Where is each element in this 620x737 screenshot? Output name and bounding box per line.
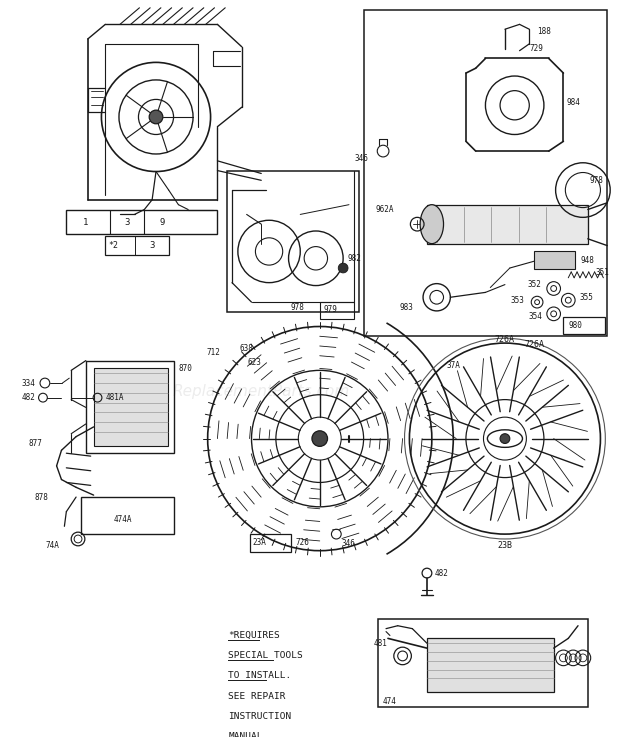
Text: 353: 353 (510, 296, 525, 304)
Text: ReplacementParts.com: ReplacementParts.com (173, 384, 350, 399)
Text: 23B: 23B (497, 541, 512, 551)
Text: 962A: 962A (375, 205, 394, 214)
Text: 982: 982 (347, 254, 361, 263)
Bar (320, 302, 354, 318)
Text: 354: 354 (528, 312, 542, 321)
Text: 482: 482 (435, 568, 449, 578)
Text: SPECIAL TOOLS: SPECIAL TOOLS (228, 652, 303, 660)
Bar (250, 534, 291, 552)
Bar (427, 205, 588, 244)
Text: 726A: 726A (495, 335, 515, 343)
Text: INSTRUCTION: INSTRUCTION (228, 712, 291, 721)
Text: 978: 978 (291, 302, 304, 312)
Circle shape (339, 263, 348, 273)
Text: 352: 352 (527, 280, 541, 289)
Text: MANUAL.: MANUAL. (228, 732, 268, 737)
Bar (81, 497, 174, 534)
Text: 870: 870 (179, 364, 192, 373)
Text: 979: 979 (324, 305, 337, 315)
Text: 74A: 74A (46, 541, 60, 551)
Text: 23A: 23A (252, 538, 267, 548)
Text: 346: 346 (341, 539, 355, 548)
Text: 482: 482 (21, 393, 35, 402)
Text: 878: 878 (35, 492, 49, 502)
Text: 481: 481 (374, 639, 388, 648)
Text: 188: 188 (537, 27, 551, 35)
Text: 984: 984 (566, 98, 580, 107)
Text: 712: 712 (206, 349, 220, 357)
Bar (378, 619, 588, 707)
Bar (363, 10, 607, 336)
Text: *REQUIRES: *REQUIRES (228, 631, 280, 640)
Text: 726A: 726A (524, 340, 544, 349)
Text: *2: *2 (108, 241, 118, 250)
Bar (564, 317, 605, 335)
Text: 334: 334 (21, 379, 35, 388)
Text: SEE REPAIR: SEE REPAIR (228, 691, 286, 701)
Text: TO INSTALL.: TO INSTALL. (228, 671, 291, 680)
Text: 3: 3 (124, 217, 130, 227)
Bar (105, 236, 169, 255)
Text: 983: 983 (399, 302, 414, 312)
Bar (94, 368, 167, 447)
Bar (227, 170, 359, 312)
Ellipse shape (420, 205, 443, 244)
Bar (66, 209, 218, 234)
Circle shape (500, 433, 510, 444)
Bar (534, 251, 575, 269)
Text: 474: 474 (383, 697, 397, 706)
Text: 37A: 37A (446, 361, 460, 370)
Circle shape (149, 110, 163, 124)
Text: 355: 355 (579, 293, 593, 301)
Text: 623: 623 (247, 358, 262, 367)
Text: 726: 726 (295, 538, 309, 548)
Text: 351: 351 (596, 268, 609, 277)
Text: 948: 948 (581, 256, 595, 265)
Text: 1: 1 (83, 217, 89, 227)
Circle shape (312, 431, 327, 447)
Text: 877: 877 (28, 439, 42, 448)
Text: 729: 729 (529, 44, 543, 53)
Text: 474A: 474A (113, 515, 132, 524)
Text: 481A: 481A (105, 393, 124, 402)
Text: 346: 346 (355, 154, 368, 164)
Text: 638: 638 (240, 344, 254, 354)
Text: 980: 980 (569, 321, 582, 330)
Text: 9: 9 (159, 217, 164, 227)
Text: 978: 978 (590, 176, 604, 185)
Bar (427, 638, 554, 692)
Bar (86, 360, 174, 453)
Text: 3: 3 (149, 241, 155, 250)
